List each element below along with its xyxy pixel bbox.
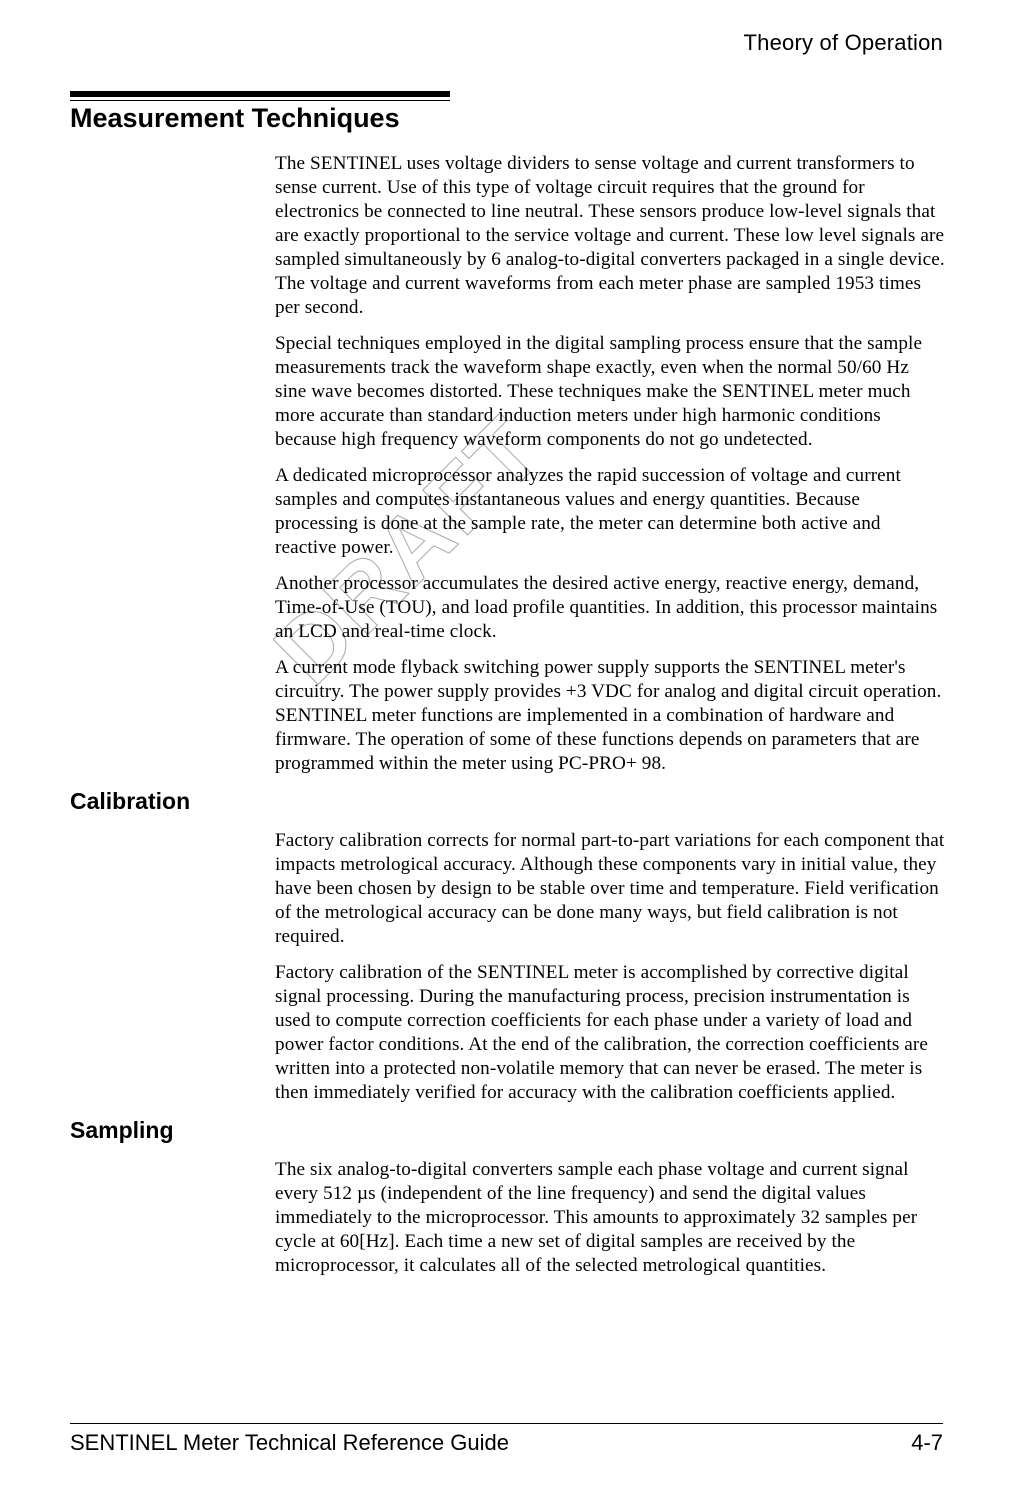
paragraph: A current mode flyback switching power s… [275, 656, 945, 776]
body-sampling: The six analog-to-digital converters sam… [275, 1158, 945, 1278]
section-title-sampling: Sampling [70, 1117, 943, 1144]
body-calibration: Factory calibration corrects for normal … [275, 829, 945, 1105]
footer-title: SENTINEL Meter Technical Reference Guide [70, 1430, 509, 1456]
paragraph: Special techniques employed in the digit… [275, 332, 945, 452]
paragraph: The SENTINEL uses voltage dividers to se… [275, 152, 945, 320]
body-measurement: The SENTINEL uses voltage dividers to se… [275, 152, 945, 776]
paragraph: Factory calibration corrects for normal … [275, 829, 945, 949]
paragraph: The six analog-to-digital converters sam… [275, 1158, 945, 1278]
page: Theory of Operation Measurement Techniqu… [0, 0, 1013, 1490]
section-rule [70, 91, 450, 101]
section-title-calibration: Calibration [70, 788, 943, 815]
running-header: Theory of Operation [70, 30, 943, 56]
section-title-measurement: Measurement Techniques [70, 103, 943, 134]
paragraph: Another processor accumulates the desire… [275, 572, 945, 644]
paragraph: A dedicated microprocessor analyzes the … [275, 464, 945, 560]
paragraph: Factory calibration of the SENTINEL mete… [275, 961, 945, 1105]
footer-page-number: 4-7 [911, 1430, 943, 1456]
page-footer: SENTINEL Meter Technical Reference Guide… [70, 1423, 943, 1456]
